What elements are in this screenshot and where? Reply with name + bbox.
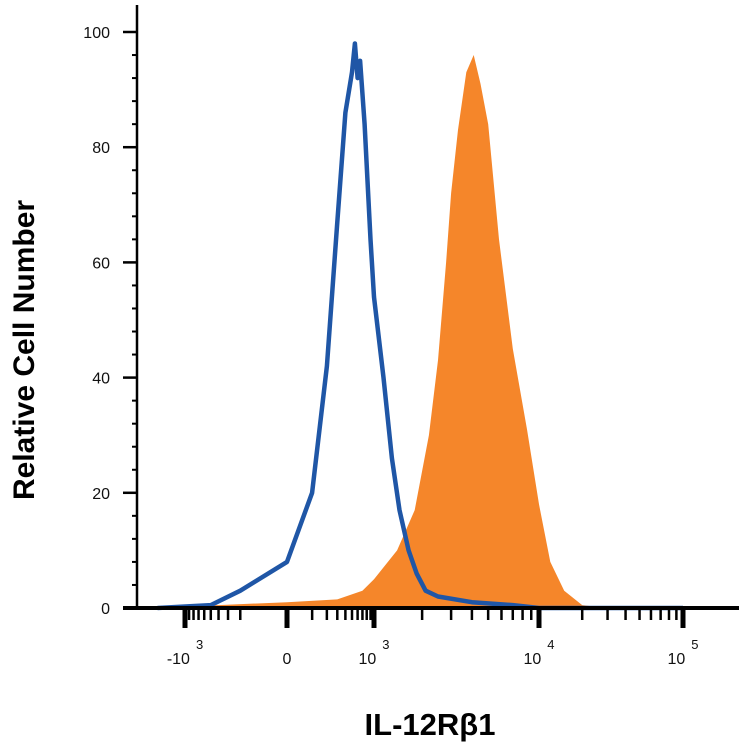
y-tick-label: 20 [92,486,110,503]
outline-histogram-series-1 [157,41,683,611]
y-axis-title: Relative Cell Number [8,200,41,500]
x-tick-label: 103 [358,637,389,668]
filled-histogram-series-1 [157,55,683,608]
x-tick-label: 0 [283,651,292,668]
y-tick-label: 40 [92,371,110,388]
x-tick-label: 105 [667,637,698,668]
y-tick-label: 0 [101,601,110,618]
x-tick-label: -103 [167,637,203,668]
x-tick-label: 104 [523,637,554,668]
x-axis-title: IL-12Rβ1 [365,707,496,742]
y-tick-label: 80 [92,140,110,157]
y-tick-label: 60 [92,255,110,272]
y-tick-label: 100 [83,25,110,42]
